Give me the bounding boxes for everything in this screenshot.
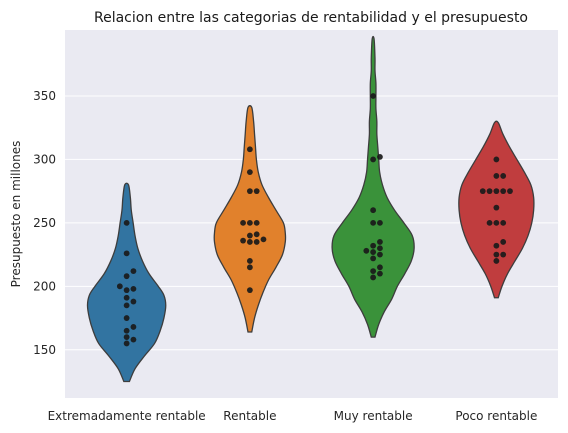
y-tick-200: 200	[33, 279, 56, 293]
point-2-5	[253, 239, 260, 245]
point-2-6	[240, 237, 246, 244]
x-tick-3: Muy rentable	[334, 409, 413, 423]
point-4-6	[493, 219, 500, 226]
point-4-12	[486, 188, 493, 195]
point-1-12	[116, 283, 123, 290]
violin-2	[213, 105, 287, 333]
point-3-1	[370, 274, 377, 281]
point-1-7	[123, 302, 130, 309]
point-4-3	[500, 251, 507, 258]
point-2-4	[246, 239, 253, 245]
point-4-2	[493, 251, 500, 258]
y-tick-250: 250	[33, 216, 56, 230]
point-2-13	[246, 188, 253, 195]
point-2-3	[246, 258, 253, 264]
point-3-9	[377, 245, 383, 252]
point-4-17	[493, 156, 500, 163]
data-points	[116, 93, 513, 347]
point-3-11	[377, 239, 383, 245]
x-tick-2: Rentable	[223, 409, 276, 423]
point-1-5	[130, 324, 137, 330]
point-2-7	[260, 236, 267, 243]
point-3-16	[377, 154, 383, 160]
point-2-1	[246, 287, 253, 294]
point-1-13	[123, 273, 130, 280]
point-4-5	[500, 239, 507, 245]
point-1-2	[130, 336, 137, 343]
point-2-16	[246, 146, 253, 153]
point-3-5	[370, 255, 377, 262]
point-3-13	[377, 219, 383, 226]
point-1-16	[123, 219, 130, 226]
point-3-4	[377, 264, 383, 271]
point-3-17	[370, 93, 377, 99]
y-tick-150: 150	[33, 343, 56, 357]
point-3-15	[370, 156, 377, 163]
point-1-1	[123, 340, 130, 347]
point-1-10	[123, 287, 130, 294]
point-1-4	[123, 327, 130, 334]
point-2-10	[246, 219, 253, 226]
y-tick-labels: 150 200 250 300 350	[33, 89, 56, 357]
x-tick-1: Extremadamente rentable	[48, 409, 206, 423]
point-1-11	[130, 285, 137, 292]
violins	[86, 35, 535, 383]
point-3-10	[370, 242, 377, 249]
point-2-11	[253, 219, 260, 226]
point-2-15	[246, 169, 253, 176]
point-1-6	[123, 315, 130, 321]
y-axis-label: Presupuesto en millones	[9, 141, 23, 288]
point-4-10	[493, 188, 500, 195]
point-3-14	[370, 207, 377, 214]
point-4-7	[500, 219, 507, 226]
point-1-3	[123, 334, 130, 340]
point-4-1	[493, 258, 500, 264]
point-2-14	[253, 188, 260, 195]
violin-1	[86, 182, 167, 383]
x-tick-labels: Extremadamente rentable Rentable Muy renta…	[48, 409, 538, 423]
point-3-8	[363, 247, 370, 254]
point-3-6	[377, 251, 383, 258]
point-4-11	[500, 188, 507, 195]
y-tick-300: 300	[33, 152, 56, 166]
point-1-8	[130, 298, 137, 305]
violin-3	[331, 35, 415, 338]
point-3-12	[370, 219, 377, 226]
point-2-8	[246, 232, 253, 239]
point-4-14	[479, 188, 486, 195]
point-2-9	[253, 231, 260, 238]
point-1-14	[130, 268, 137, 274]
point-4-4	[493, 242, 500, 249]
point-2-2	[246, 264, 253, 271]
point-3-2	[377, 270, 383, 277]
chart-title: Relacion entre las categorias de rentabi…	[94, 10, 528, 26]
x-tick-4: Poco rentable	[455, 409, 537, 423]
point-4-9	[493, 204, 500, 211]
point-4-13	[507, 188, 513, 195]
point-1-15	[123, 250, 130, 257]
point-2-12	[240, 219, 246, 226]
point-3-3	[370, 268, 377, 274]
y-tick-350: 350	[33, 89, 56, 103]
point-3-7	[370, 249, 377, 255]
point-1-9	[123, 294, 130, 301]
point-4-15	[493, 173, 500, 179]
point-4-8	[486, 219, 493, 226]
point-4-16	[500, 173, 507, 179]
